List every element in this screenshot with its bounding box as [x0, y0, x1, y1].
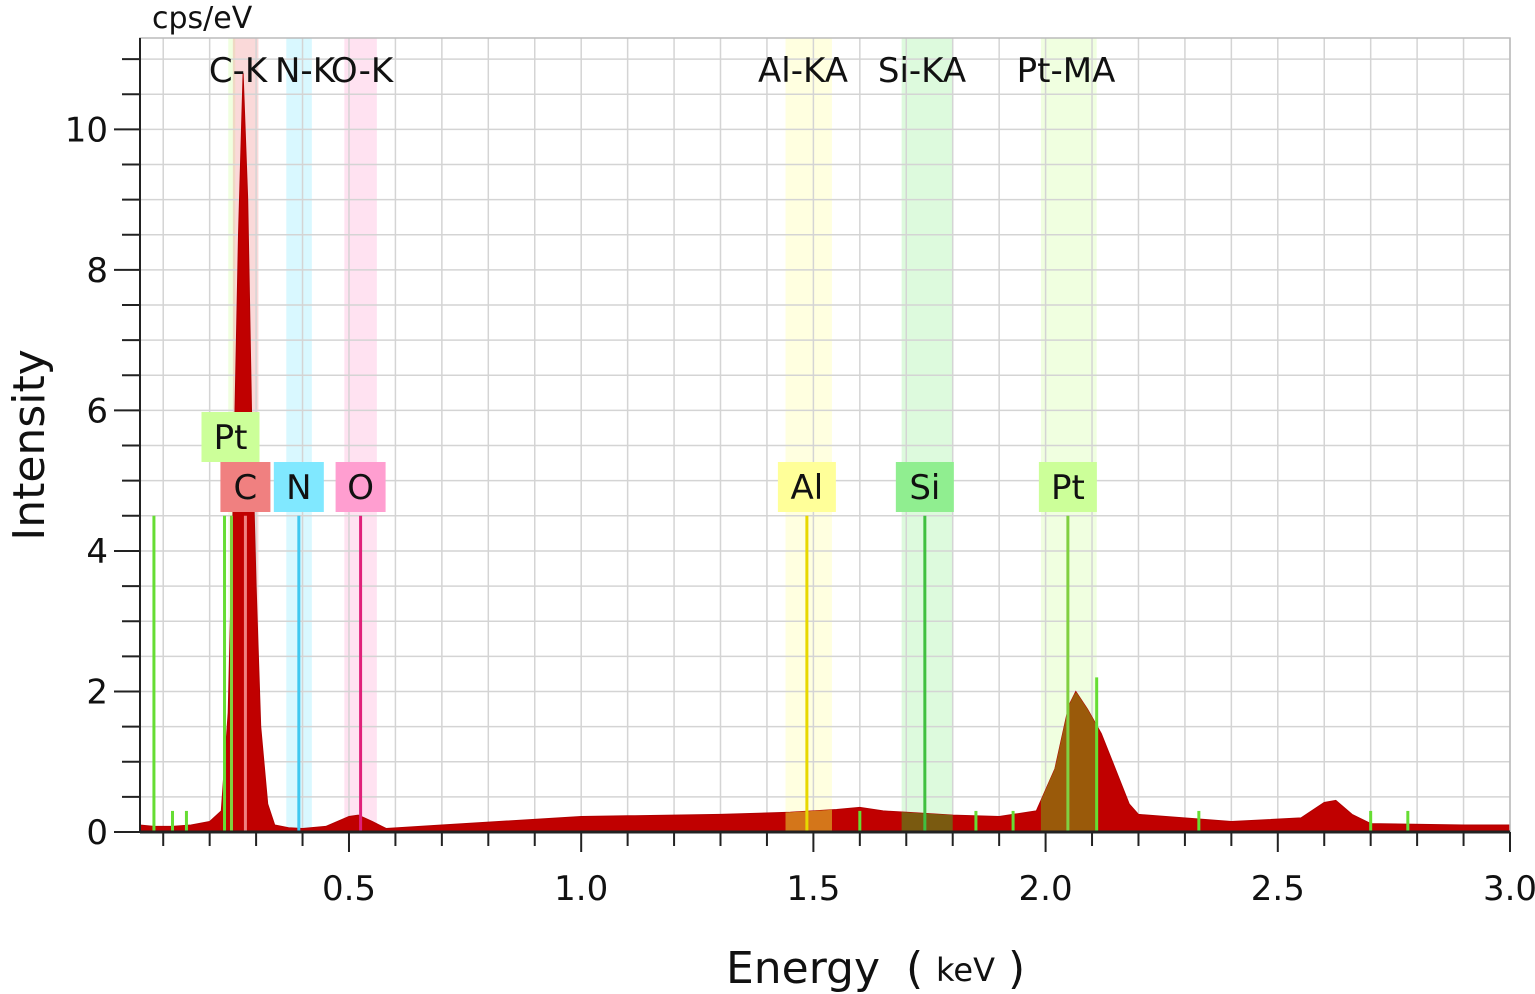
badge-label: Pt: [1051, 468, 1085, 508]
badge-pt: Pt: [201, 412, 260, 462]
line-label-pt-ma: Pt-MA: [1017, 51, 1116, 91]
x-tick-label: 1.5: [786, 869, 840, 909]
badge-bg: [1038, 462, 1097, 512]
badge-pt: Pt: [1038, 462, 1097, 512]
x-tick-label: 2.0: [1019, 869, 1073, 909]
y-tick-label: 6: [86, 391, 108, 431]
badge-label: Si: [909, 468, 940, 508]
badge-bg: [220, 462, 271, 512]
badge-label: N: [286, 468, 311, 508]
badge-label: C: [234, 468, 258, 508]
unit-label: cps/eV: [152, 1, 253, 36]
badge-bg: [777, 462, 836, 512]
badge-o: O: [335, 462, 386, 512]
y-tick-label: 0: [86, 813, 108, 853]
x-tick-label: 0.5: [322, 869, 376, 909]
y-axis-title: Intensity: [4, 349, 55, 541]
band-al-al-ka: [785, 38, 832, 832]
x-axis-title: Energy ( keV ): [726, 943, 1025, 994]
line-label-o-k: O-K: [331, 51, 395, 91]
tick-labels: 0 2 4 6 8 10 0.5 1.0 1.5 2.0 2.5 3.0: [65, 110, 1535, 909]
badge-label: O: [347, 468, 374, 508]
highlight-al-ka: [785, 809, 832, 832]
element-badges: Pt C N O Al Si Pt: [201, 412, 1097, 512]
badge-si: Si: [895, 462, 954, 512]
badge-bg: [201, 412, 260, 462]
minor-line-markers: [152, 515, 1410, 832]
badge-bg: [273, 462, 324, 512]
y-tick-label: 2: [86, 672, 108, 712]
axes: [114, 37, 1511, 852]
line-label-c-k: C-K: [209, 51, 269, 91]
element-line-labels: C-K N-KO-K Al-KA Si-KA Pt-MA: [209, 51, 1116, 91]
badge-c: C: [220, 462, 271, 512]
spectrum-area: [139, 73, 1511, 833]
y-tick-label: 4: [86, 532, 108, 572]
y-tick-label: 8: [86, 251, 108, 291]
element-markers: [229, 515, 1070, 832]
highlight-si-ka: [901, 812, 953, 832]
x-tick-label: 1.0: [554, 869, 608, 909]
line-label-n-k: N-K: [275, 51, 337, 91]
x-axis-title-text: Energy: [726, 943, 880, 994]
y-tick-label: 10: [65, 110, 108, 150]
band-si-si-ka: [901, 38, 953, 832]
x-tick-label: 2.5: [1251, 869, 1305, 909]
x-axis-title-close-paren: ): [1008, 943, 1025, 994]
badge-bg: [895, 462, 954, 512]
badge-n: N: [273, 462, 324, 512]
x-axis-title-open-paren: (: [906, 943, 923, 994]
badge-label: Al: [791, 468, 824, 508]
badge-al: Al: [777, 462, 836, 512]
badge-bg: [335, 462, 386, 512]
x-axis-title-unit: keV: [936, 951, 995, 989]
x-tick-label: 3.0: [1483, 869, 1535, 909]
line-label-al-ka: Al-KA: [758, 51, 848, 91]
badge-label: Pt: [214, 418, 248, 458]
line-label-si-ka: Si-KA: [878, 51, 966, 91]
